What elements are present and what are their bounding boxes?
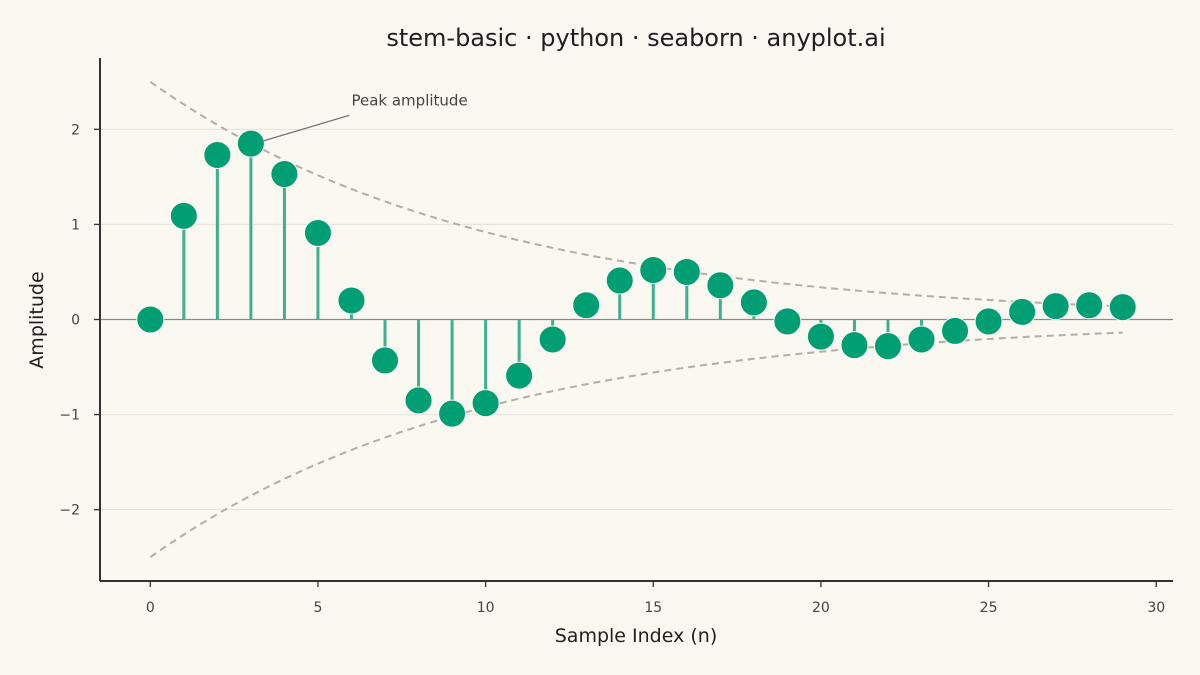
y-tick-label: −2 bbox=[59, 503, 80, 519]
stem-marker bbox=[773, 307, 802, 336]
y-tick-label: 2 bbox=[71, 122, 80, 138]
y-tick-label: 0 bbox=[71, 313, 80, 329]
stem-marker bbox=[203, 140, 232, 169]
x-tick-label: 15 bbox=[644, 600, 662, 616]
stem-marker bbox=[974, 307, 1003, 336]
x-tick-label: 10 bbox=[477, 600, 495, 616]
stem-marker bbox=[236, 129, 265, 158]
stem-marker bbox=[1008, 297, 1037, 326]
envelope-layer bbox=[149, 80, 1123, 559]
marker-layer bbox=[136, 129, 1137, 428]
stem-layer bbox=[182, 143, 1125, 414]
stem-marker bbox=[270, 160, 299, 189]
stem-marker bbox=[806, 322, 835, 351]
stem-marker bbox=[1041, 292, 1070, 321]
x-ticks: 0 5 10 15 20 25 30 bbox=[146, 581, 1165, 616]
stem-marker bbox=[303, 218, 332, 247]
stem-marker bbox=[169, 201, 198, 230]
stem-marker bbox=[907, 325, 936, 354]
stem-marker bbox=[438, 399, 467, 428]
stem-marker bbox=[941, 316, 970, 345]
y-tick-label: −1 bbox=[59, 408, 80, 424]
stem-marker bbox=[605, 266, 634, 295]
x-tick-label: 5 bbox=[313, 600, 322, 616]
y-axis-label: Amplitude bbox=[26, 271, 48, 368]
stem-marker bbox=[1108, 293, 1137, 322]
x-tick-label: 25 bbox=[980, 600, 998, 616]
annotation-arrow bbox=[260, 114, 350, 143]
stem-marker bbox=[873, 332, 902, 361]
x-tick-label: 0 bbox=[146, 600, 155, 616]
stem-marker bbox=[840, 331, 869, 360]
annotation: Peak amplitude bbox=[260, 91, 468, 143]
stem-marker bbox=[404, 386, 433, 415]
stem-marker bbox=[538, 325, 567, 354]
x-tick-label: 20 bbox=[812, 600, 830, 616]
chart-title: stem-basic · python · seaborn · anyplot.… bbox=[386, 24, 885, 52]
y-ticks: −2 −1 0 1 2 bbox=[59, 122, 100, 519]
y-tick-label: 1 bbox=[71, 217, 80, 233]
x-axis-label: Sample Index (n) bbox=[555, 625, 718, 647]
stem-marker bbox=[337, 286, 366, 315]
stem-marker bbox=[639, 256, 668, 285]
x-tick-label: 30 bbox=[1147, 600, 1165, 616]
lower-envelope bbox=[149, 331, 1123, 559]
stem-marker bbox=[371, 346, 400, 375]
stem-marker bbox=[572, 291, 601, 320]
stem-marker bbox=[471, 389, 500, 418]
upper-envelope bbox=[149, 80, 1123, 308]
stem-marker bbox=[706, 271, 735, 300]
annotation-text: Peak amplitude bbox=[351, 91, 467, 109]
stem-marker bbox=[505, 361, 534, 390]
stem-marker bbox=[136, 305, 165, 334]
axes: 0 5 10 15 20 25 30 −2 −1 0 1 2 bbox=[59, 58, 1173, 616]
stem-marker bbox=[1075, 291, 1104, 320]
stem-marker bbox=[739, 288, 768, 317]
stem-marker bbox=[672, 257, 701, 286]
